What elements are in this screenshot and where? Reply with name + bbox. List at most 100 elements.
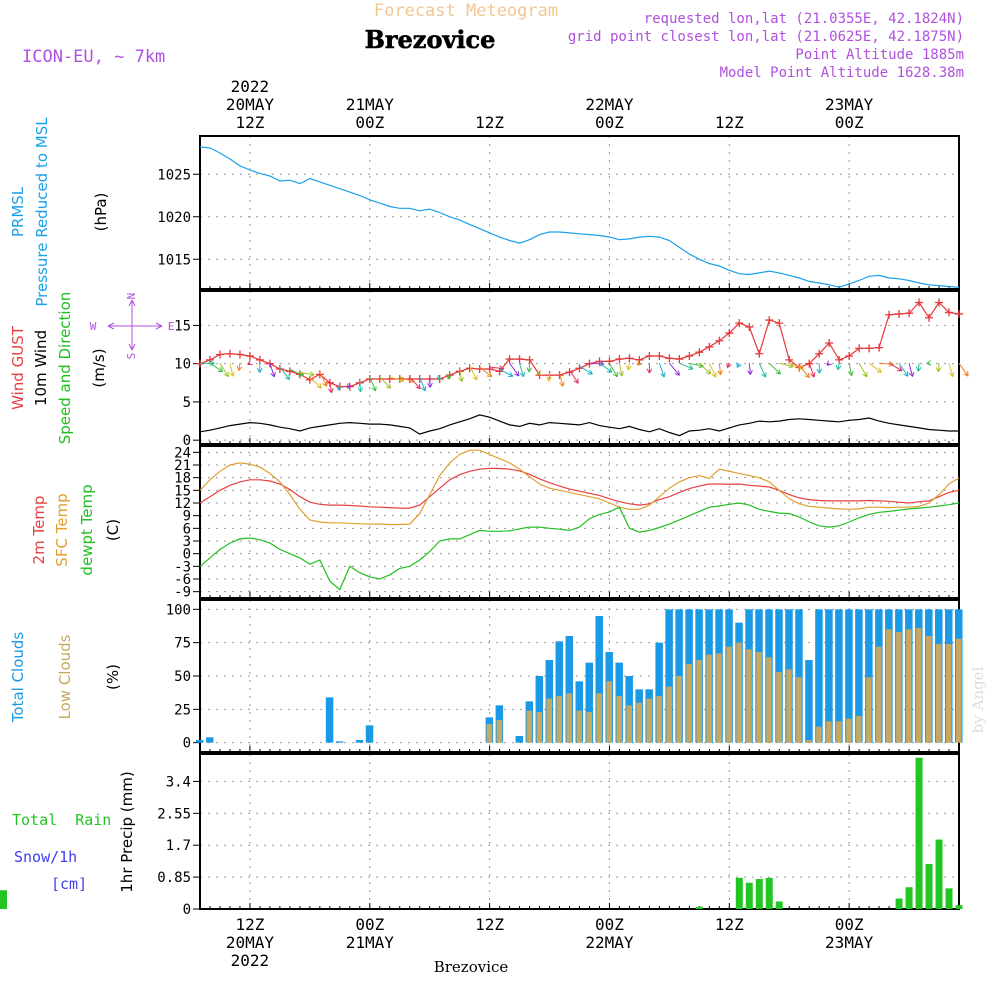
wind-arrow bbox=[546, 373, 552, 382]
wind-arrow bbox=[758, 362, 767, 378]
bottom-time-label: 00Z bbox=[595, 915, 624, 934]
low-cloud-bar bbox=[736, 642, 742, 743]
low-cloud-bar bbox=[616, 696, 622, 743]
wind-arrow bbox=[357, 380, 364, 393]
low-cloud-bar bbox=[956, 638, 962, 743]
total-cloud-bar bbox=[335, 741, 344, 743]
low-cloud-bar bbox=[876, 646, 882, 743]
low-cloud-bar bbox=[626, 705, 632, 743]
y-tick-label: 6 bbox=[183, 521, 191, 537]
total-cloud-bar bbox=[845, 609, 853, 743]
wind-arrow bbox=[816, 363, 823, 374]
model-label: ICON-EU, ~ 7km bbox=[22, 47, 165, 67]
y-tick-label: 10 bbox=[174, 357, 191, 373]
gust-marker bbox=[915, 298, 924, 307]
gust-marker bbox=[315, 370, 324, 379]
gust-marker bbox=[855, 344, 864, 353]
y-tick-label: 15 bbox=[174, 483, 191, 499]
gust-marker bbox=[275, 365, 284, 374]
wind-arrow bbox=[736, 362, 742, 368]
panel-frame bbox=[199, 753, 960, 910]
low-cloud-bar bbox=[536, 712, 543, 743]
wind-arrow bbox=[599, 362, 613, 373]
low-cloud-bar bbox=[646, 698, 652, 743]
wind-arrow bbox=[519, 363, 526, 378]
low-clouds-label: Low Clouds bbox=[56, 634, 74, 719]
top-time-label: 12Z bbox=[475, 113, 504, 132]
wind-arrow bbox=[908, 363, 915, 377]
product-title: Forecast Meteogram bbox=[374, 1, 558, 21]
low-cloud-bar bbox=[636, 702, 642, 743]
wind-arrow bbox=[835, 363, 842, 371]
low-cloud-bar bbox=[896, 632, 902, 743]
y-tick-label: 0.85 bbox=[157, 870, 191, 886]
wind-arrow bbox=[489, 365, 505, 372]
wind-arrow bbox=[948, 363, 955, 378]
sfc-label: SFC Temp bbox=[53, 493, 71, 566]
wind-arrow bbox=[768, 362, 782, 375]
gust-marker bbox=[745, 322, 754, 331]
gust-marker bbox=[525, 355, 534, 364]
panel-3: 0 25 50 75 100 bbox=[166, 599, 963, 753]
wind-arrow bbox=[419, 376, 427, 392]
gust-marker bbox=[365, 374, 374, 383]
requested-coords: requested lon,lat (21.0355E, 42.1824N) bbox=[644, 11, 964, 27]
gust-marker bbox=[895, 309, 904, 318]
low-cloud-bar bbox=[756, 652, 762, 743]
y-tick-label: -9 bbox=[174, 585, 191, 601]
gust-marker bbox=[935, 298, 944, 307]
total-cloud-bar bbox=[205, 737, 214, 743]
bottom-time-label: 21MAY bbox=[346, 933, 395, 952]
total-cloud-bar bbox=[365, 725, 374, 743]
y-tick-label: 1025 bbox=[157, 167, 191, 183]
cloud-labels: Total Clouds Low Clouds (%) bbox=[9, 632, 122, 724]
precip-axis-label: 1hr Precip (mm) bbox=[118, 771, 136, 892]
top-time-label: 23MAY bbox=[825, 95, 874, 114]
rain-bar bbox=[905, 887, 913, 909]
y-tick-label: 18 bbox=[174, 471, 191, 487]
wind-arrow bbox=[347, 383, 353, 389]
gust-marker bbox=[715, 336, 724, 345]
gust-marker bbox=[675, 355, 684, 364]
wind-arrow bbox=[609, 362, 618, 378]
low-cloud-bar bbox=[606, 681, 612, 743]
low-cloud-bar bbox=[866, 677, 872, 743]
wind-arrow bbox=[379, 376, 392, 389]
low-cloud-bar bbox=[846, 718, 852, 743]
wind-arrow bbox=[646, 363, 653, 374]
total-cloud-bar bbox=[855, 609, 863, 743]
y-tick-label: 15 bbox=[174, 318, 191, 334]
low-cloud-bar bbox=[676, 676, 682, 743]
compass-e: E bbox=[168, 320, 175, 333]
gust-marker bbox=[685, 352, 694, 361]
gust-marker bbox=[905, 309, 914, 318]
wind-arrow bbox=[279, 366, 291, 381]
wind-arrow bbox=[636, 360, 643, 366]
y-tick-label: 0 bbox=[183, 736, 191, 752]
low-cloud-bar bbox=[556, 696, 563, 743]
gust-marker bbox=[235, 350, 244, 359]
gust-marker bbox=[415, 374, 424, 383]
wind-arrow bbox=[509, 362, 520, 377]
wind-dir-label: Speed and Direction bbox=[56, 292, 74, 445]
panel-frame bbox=[199, 445, 960, 599]
gust-marker bbox=[885, 310, 894, 319]
wind-arrow bbox=[898, 362, 909, 377]
rain-bar bbox=[955, 905, 963, 909]
total-cloud-bar bbox=[355, 740, 364, 743]
total-cloud-bar bbox=[555, 641, 564, 743]
rain-bar bbox=[695, 906, 703, 909]
wind-arrow bbox=[798, 365, 810, 379]
gust-marker bbox=[515, 355, 524, 364]
low-cloud-bar bbox=[696, 660, 702, 743]
footer-location: Brezovice bbox=[434, 958, 509, 976]
gust-marker bbox=[645, 352, 654, 361]
gust-marker bbox=[565, 368, 574, 377]
wind-arrow bbox=[626, 363, 632, 371]
wind-arrow bbox=[858, 362, 868, 378]
low-cloud-bar bbox=[936, 644, 942, 743]
bottom-time-label: 20MAY bbox=[226, 933, 275, 952]
wind-unit: (m/s) bbox=[90, 348, 108, 387]
y-tick-label: 2.55 bbox=[157, 806, 191, 822]
low-cloud-bar bbox=[496, 720, 503, 743]
